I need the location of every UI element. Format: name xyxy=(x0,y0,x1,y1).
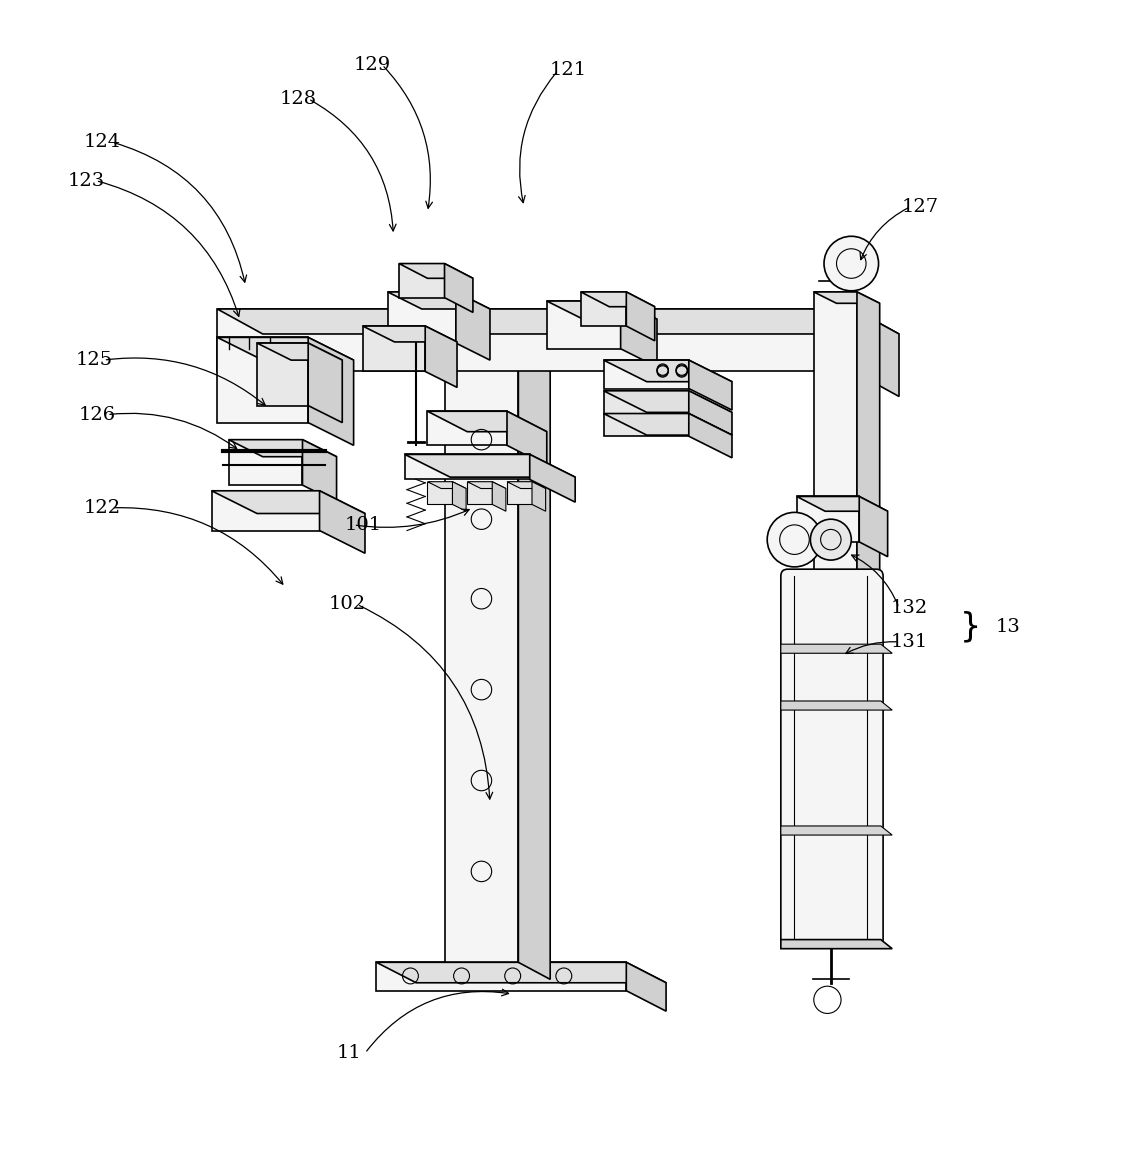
Polygon shape xyxy=(467,482,492,505)
Polygon shape xyxy=(425,326,457,387)
Polygon shape xyxy=(229,440,336,456)
Polygon shape xyxy=(218,338,353,361)
Text: 125: 125 xyxy=(75,351,113,369)
Polygon shape xyxy=(626,291,655,341)
Text: 122: 122 xyxy=(83,499,121,517)
Polygon shape xyxy=(813,291,879,303)
Polygon shape xyxy=(604,391,732,412)
Polygon shape xyxy=(257,343,309,406)
Text: 127: 127 xyxy=(902,198,939,215)
Text: 11: 11 xyxy=(336,1044,361,1062)
Polygon shape xyxy=(444,326,518,962)
Text: 121: 121 xyxy=(549,61,587,79)
Polygon shape xyxy=(362,326,457,342)
Polygon shape xyxy=(404,454,530,479)
Polygon shape xyxy=(581,291,626,326)
Polygon shape xyxy=(229,440,303,485)
Text: 132: 132 xyxy=(891,599,927,616)
Polygon shape xyxy=(532,482,546,511)
Polygon shape xyxy=(859,497,887,556)
Polygon shape xyxy=(444,326,550,343)
Polygon shape xyxy=(376,962,666,983)
Text: 101: 101 xyxy=(345,516,382,533)
Polygon shape xyxy=(604,361,689,388)
Polygon shape xyxy=(689,391,732,435)
Polygon shape xyxy=(309,343,342,423)
Polygon shape xyxy=(218,309,899,334)
Polygon shape xyxy=(518,326,550,979)
Polygon shape xyxy=(320,491,364,553)
Polygon shape xyxy=(604,361,732,381)
Polygon shape xyxy=(857,291,879,655)
Polygon shape xyxy=(303,440,336,502)
Polygon shape xyxy=(621,301,657,367)
Polygon shape xyxy=(813,291,857,644)
Polygon shape xyxy=(604,414,732,435)
Polygon shape xyxy=(530,454,575,502)
Polygon shape xyxy=(218,309,853,371)
Polygon shape xyxy=(797,497,859,541)
Text: 129: 129 xyxy=(353,55,391,74)
Polygon shape xyxy=(376,962,626,991)
Polygon shape xyxy=(781,826,892,835)
Polygon shape xyxy=(604,414,689,437)
Polygon shape xyxy=(456,417,522,962)
Polygon shape xyxy=(604,391,689,414)
Polygon shape xyxy=(456,291,490,361)
Polygon shape xyxy=(427,411,507,446)
Polygon shape xyxy=(507,482,546,488)
Polygon shape xyxy=(427,482,452,505)
Polygon shape xyxy=(581,291,655,306)
Polygon shape xyxy=(212,491,364,514)
Text: 131: 131 xyxy=(891,632,927,651)
Circle shape xyxy=(768,513,821,567)
Polygon shape xyxy=(399,264,473,279)
Polygon shape xyxy=(689,414,732,457)
Polygon shape xyxy=(309,338,353,446)
Polygon shape xyxy=(689,361,732,410)
Circle shape xyxy=(823,236,878,290)
Text: 124: 124 xyxy=(83,132,121,151)
Polygon shape xyxy=(781,644,892,653)
Polygon shape xyxy=(444,264,473,312)
Polygon shape xyxy=(467,482,506,488)
Polygon shape xyxy=(507,411,547,465)
Polygon shape xyxy=(797,497,887,511)
Polygon shape xyxy=(853,309,899,396)
Polygon shape xyxy=(404,454,575,477)
Polygon shape xyxy=(387,291,456,343)
Polygon shape xyxy=(362,326,425,371)
Text: 126: 126 xyxy=(79,406,116,424)
Text: 102: 102 xyxy=(329,596,366,613)
Text: 128: 128 xyxy=(280,90,317,108)
Text: 123: 123 xyxy=(67,172,105,190)
Circle shape xyxy=(810,520,851,560)
Polygon shape xyxy=(547,301,621,349)
Polygon shape xyxy=(781,940,892,949)
Polygon shape xyxy=(387,291,490,309)
Polygon shape xyxy=(507,482,532,505)
Polygon shape xyxy=(492,482,506,511)
Polygon shape xyxy=(427,411,547,432)
Polygon shape xyxy=(781,700,892,710)
Polygon shape xyxy=(626,962,666,1011)
Polygon shape xyxy=(257,343,342,361)
Polygon shape xyxy=(547,301,657,319)
Text: }: } xyxy=(959,611,981,644)
FancyBboxPatch shape xyxy=(781,569,883,947)
Polygon shape xyxy=(399,264,444,297)
Polygon shape xyxy=(212,491,320,531)
Text: 13: 13 xyxy=(995,619,1021,636)
Polygon shape xyxy=(218,338,309,423)
Polygon shape xyxy=(452,482,466,511)
Polygon shape xyxy=(427,482,466,488)
